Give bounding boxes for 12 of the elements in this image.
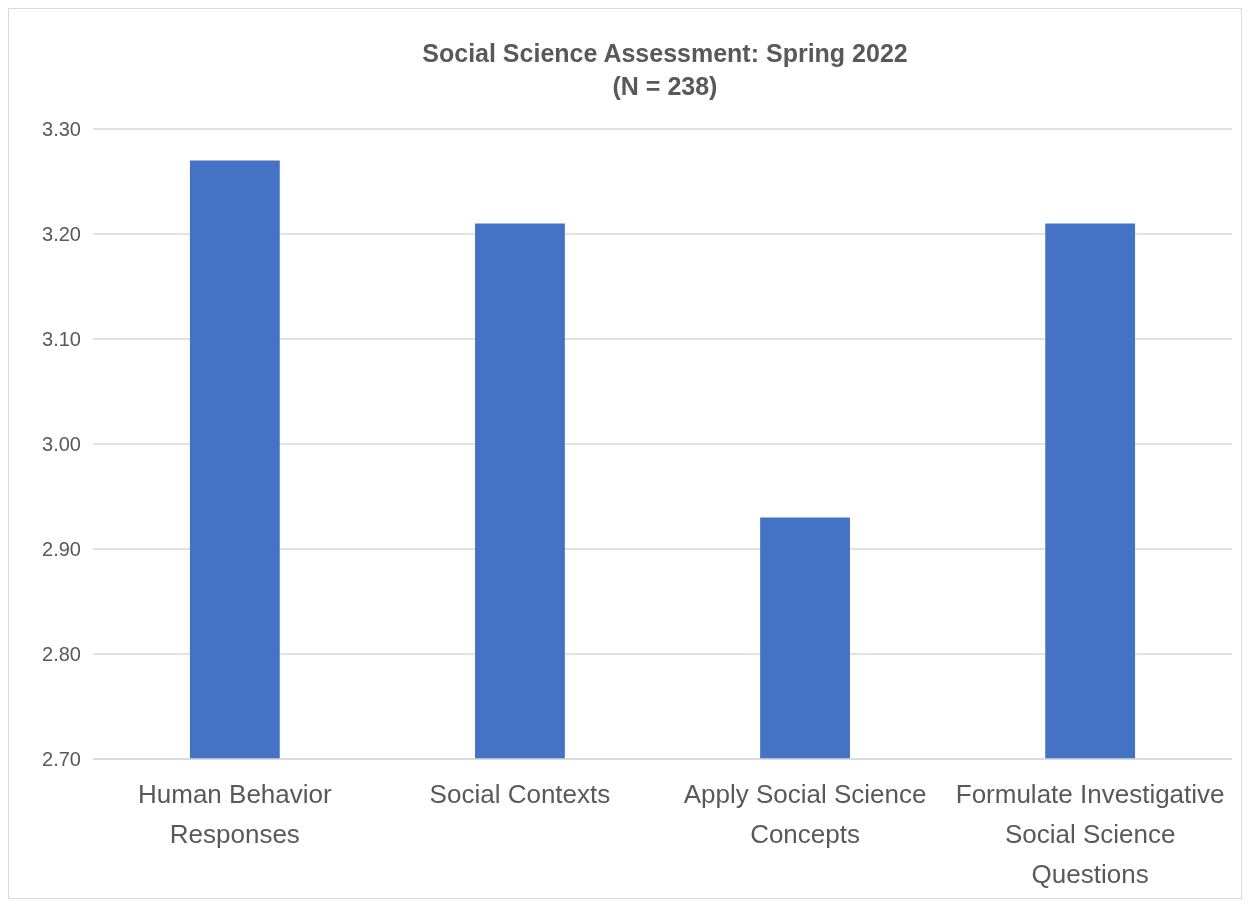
y-tick-label: 2.90 <box>42 538 81 560</box>
y-tick-label: 3.20 <box>42 223 81 245</box>
y-tick-label: 3.00 <box>42 433 81 455</box>
x-tick-label: Apply Social Science Concepts <box>683 779 927 849</box>
y-tick-label: 2.70 <box>42 748 81 770</box>
chart-title: Social Science Assessment: Spring 2022 (N = 238) <box>422 39 908 100</box>
x-tick-label: Human Behavior Responses <box>138 779 333 849</box>
y-tick-label: 3.30 <box>42 118 81 140</box>
y-tick-label: 2.80 <box>42 643 81 665</box>
x-tick-label: Formulate Investigative Social Science Questions <box>955 779 1225 889</box>
y-tick-label: 3.10 <box>42 328 81 350</box>
x-tick-label: Social Contexts <box>429 779 611 809</box>
